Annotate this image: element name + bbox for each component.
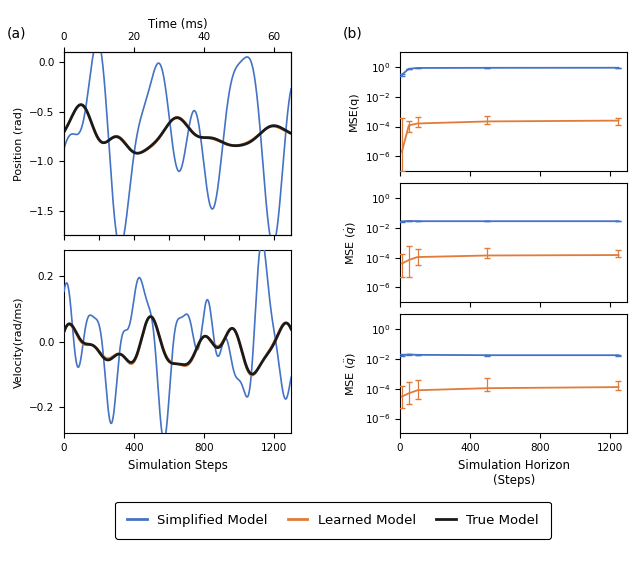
Y-axis label: MSE ($\ddot{q}$): MSE ($\ddot{q}$) (344, 352, 359, 396)
X-axis label: Simulation Steps: Simulation Steps (127, 459, 227, 472)
Y-axis label: MSE(q): MSE(q) (349, 92, 359, 131)
Y-axis label: Position (rad): Position (rad) (13, 106, 23, 181)
Y-axis label: Velocity(rad/ms): Velocity(rad/ms) (13, 296, 24, 387)
X-axis label: Time (ms): Time (ms) (148, 18, 207, 31)
Legend: Simplified Model, Learned Model, True Model: Simplified Model, Learned Model, True Mo… (115, 502, 550, 539)
X-axis label: Simulation Horizon
(Steps): Simulation Horizon (Steps) (458, 459, 570, 487)
Text: (a): (a) (6, 27, 26, 40)
Y-axis label: MSE ($\dot{q}$): MSE ($\dot{q}$) (344, 221, 359, 265)
Text: (b): (b) (342, 27, 362, 40)
